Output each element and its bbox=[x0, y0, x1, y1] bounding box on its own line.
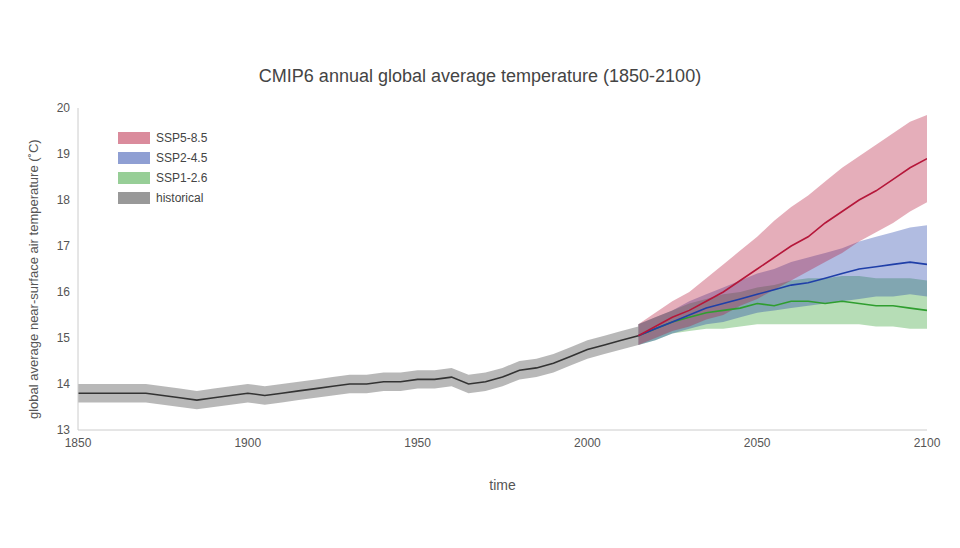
svg-text:13: 13 bbox=[57, 423, 71, 437]
svg-text:17: 17 bbox=[57, 239, 71, 253]
svg-text:2050: 2050 bbox=[744, 436, 771, 450]
svg-text:20: 20 bbox=[57, 101, 71, 115]
svg-text:1850: 1850 bbox=[65, 436, 92, 450]
svg-text:19: 19 bbox=[57, 147, 71, 161]
svg-text:2000: 2000 bbox=[574, 436, 601, 450]
svg-text:18: 18 bbox=[57, 193, 71, 207]
html-text:SSP1-2.6: SSP1-2.6 bbox=[156, 171, 208, 185]
svg-text:15: 15 bbox=[57, 331, 71, 345]
svg-text:14: 14 bbox=[57, 377, 71, 391]
svg-text:16: 16 bbox=[57, 285, 71, 299]
svg-text:1950: 1950 bbox=[404, 436, 431, 450]
html-text:SSP2-4.5: SSP2-4.5 bbox=[156, 151, 208, 165]
html-text:SSP5-8.5: SSP5-8.5 bbox=[156, 131, 208, 145]
html-text:historical: historical bbox=[156, 191, 204, 205]
svg-text:global average near-surface ai: global average near-surface air temperat… bbox=[26, 139, 41, 419]
svg-text:2100: 2100 bbox=[914, 436, 941, 450]
svg-text:1900: 1900 bbox=[234, 436, 261, 450]
html-text:CMIP6 annual global average te: CMIP6 annual global average temperature … bbox=[258, 66, 702, 86]
svg-text:time: time bbox=[489, 477, 516, 493]
